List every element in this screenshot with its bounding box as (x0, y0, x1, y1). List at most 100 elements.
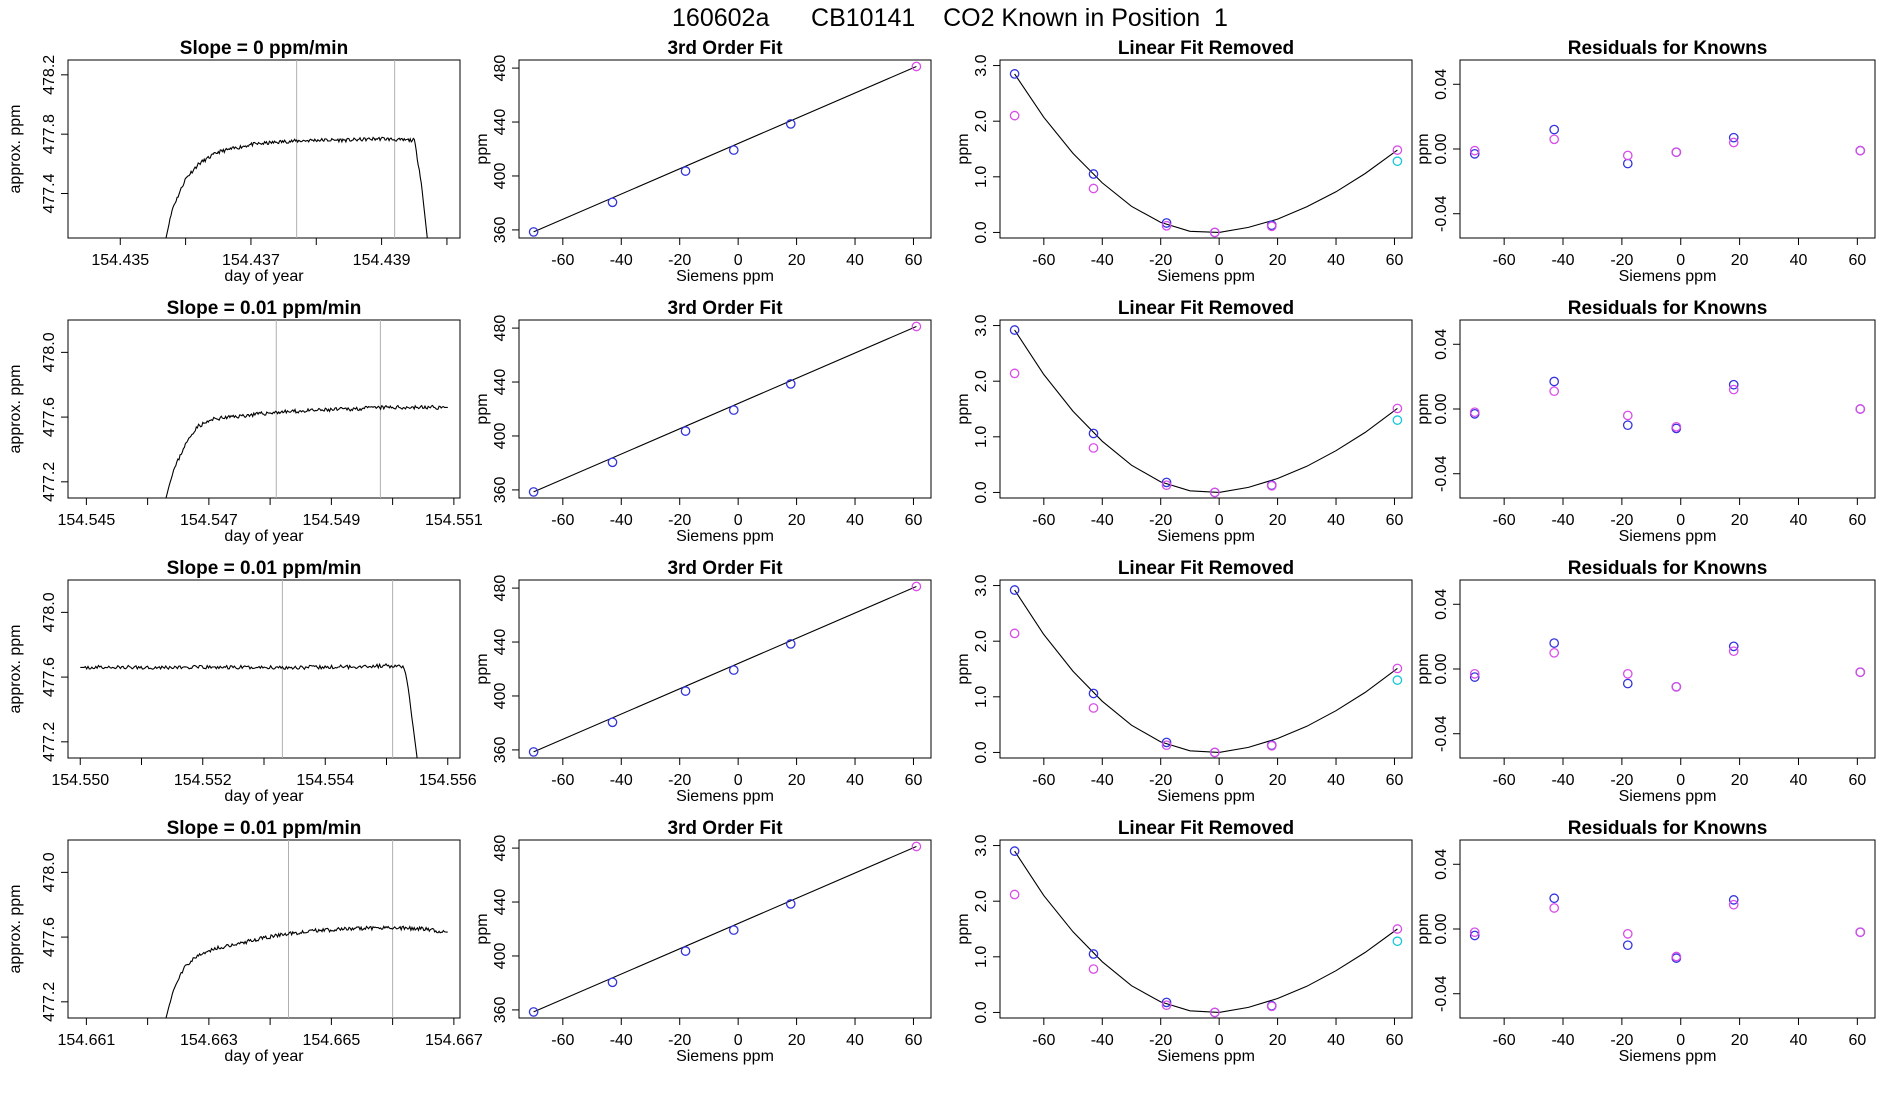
x-tick-label: 0 (1215, 1032, 1224, 1049)
panel-1-2: 3rd Order Fit -60 -40 -20 0 20 40 60 360 400 440 48… (474, 38, 932, 285)
data-point-blue (1009, 585, 1020, 595)
x-tick-label: 60 (1848, 512, 1866, 529)
panel-2-1: Slope = 0.01 ppm/min 154.545 154.547 154.54… (7, 298, 483, 545)
y-tick-label: -0.04 (1433, 975, 1450, 1012)
x-tick-label: -60 (1032, 252, 1055, 269)
y-tick-label: 478.0 (41, 592, 58, 632)
y-tick-label: 0.00 (1433, 133, 1450, 164)
x-tick-label: -40 (1551, 1032, 1574, 1049)
y-tick-label: 440 (492, 889, 509, 916)
data-point-blue (1549, 124, 1560, 135)
x-tick-label: -60 (551, 772, 574, 789)
data-point-magenta (1549, 134, 1560, 145)
data-point-magenta (1671, 421, 1682, 432)
panel-3-2: 3rd Order Fit -60 -40 -20 0 20 40 60 360 400 440 48… (474, 558, 932, 805)
x-tick-label: 154.551 (425, 512, 483, 529)
plot-frame (999, 59, 1413, 239)
y-tick-label: 478.0 (41, 852, 58, 892)
y-axis-label: ppm (1415, 393, 1432, 424)
x-tick-label: 154.665 (302, 1032, 360, 1049)
y-tick-label: 1.0 (973, 686, 990, 708)
fit-curve (1014, 589, 1398, 753)
y-tick-label: 480 (492, 835, 509, 862)
x-tick-label: 20 (1731, 512, 1749, 529)
x-tick-label: 0 (1215, 512, 1224, 529)
data-trace (165, 136, 428, 238)
x-tick-label: 154.663 (180, 1032, 238, 1049)
plot-frame (67, 319, 461, 499)
y-tick-label: 360 (492, 476, 509, 503)
x-tick-label: 154.667 (425, 1032, 483, 1049)
x-tick-label: 20 (788, 772, 806, 789)
data-point-cyan (1392, 675, 1403, 685)
y-tick-label: 400 (492, 423, 509, 450)
data-point-magenta (1088, 964, 1099, 974)
data-point-magenta (1469, 145, 1480, 156)
panel-1-1: Slope = 0 ppm/min 154.435 154.437 154.439 47… (7, 38, 461, 285)
y-tick-label: 360 (492, 736, 509, 763)
data-point-magenta (1209, 747, 1220, 758)
x-tick-label: -40 (610, 1032, 633, 1049)
x-tick-label: 154.661 (57, 1032, 115, 1049)
y-tick-label: 3.0 (973, 574, 990, 596)
x-tick-label: 60 (1848, 252, 1866, 269)
x-axis-label: Siemens ppm (1619, 528, 1717, 545)
y-tick-label: 0.0 (973, 221, 990, 243)
figure-title: 160602a CB10141 CO2 Known in Position 1 (672, 4, 1228, 32)
data-point-magenta (1469, 927, 1480, 938)
data-point-cyan (1392, 156, 1403, 167)
data-point-blue (1549, 376, 1560, 387)
panel-title: 3rd Order Fit (667, 818, 783, 839)
data-point-blue (1469, 930, 1480, 941)
y-tick-label: 400 (492, 683, 509, 710)
data-point-blue (1469, 149, 1480, 159)
y-tick-label: 477.6 (41, 917, 58, 957)
x-tick-label: -20 (1610, 772, 1633, 789)
data-point-blue (1161, 737, 1172, 748)
x-tick-label: 0 (1676, 512, 1685, 529)
data-point-magenta (1009, 110, 1020, 121)
data-point-magenta (1009, 628, 1020, 639)
plot-frame (518, 59, 932, 239)
data-point-blue (1622, 158, 1633, 169)
y-tick-label: 0.0 (973, 481, 990, 503)
data-point-blue (1088, 169, 1099, 179)
data-point-magenta (1728, 384, 1739, 395)
data-point-magenta (1161, 740, 1172, 751)
y-axis-label: ppm (955, 393, 972, 424)
plot-frame (518, 579, 932, 759)
data-point-magenta (1855, 927, 1866, 938)
y-axis-label: ppm (1415, 913, 1432, 944)
plot-frame (1459, 579, 1876, 759)
x-tick-label: 40 (1790, 1032, 1808, 1049)
y-tick-label: 1.0 (973, 166, 990, 188)
x-tick-label: 60 (905, 512, 923, 529)
plot-frame (999, 319, 1413, 499)
data-point (728, 925, 739, 935)
x-tick-label: 40 (1790, 512, 1808, 529)
panel-title: Residuals for Knowns (1568, 818, 1768, 839)
x-tick-label: -20 (1610, 512, 1633, 529)
data-point-blue (1728, 379, 1739, 390)
plot-frame (67, 839, 461, 1019)
data-point-blue (1728, 641, 1739, 652)
x-tick-label: -20 (668, 252, 691, 269)
x-tick-label: 40 (1327, 1032, 1345, 1049)
data-point-cyan (1392, 936, 1403, 947)
x-tick-label: 20 (1731, 772, 1749, 789)
y-tick-label: -0.04 (1433, 455, 1450, 492)
plot-frame (518, 839, 932, 1019)
y-tick-label: -0.04 (1433, 195, 1450, 232)
x-axis-label: Siemens ppm (676, 1048, 774, 1065)
data-trace (165, 404, 448, 498)
panel-title: Residuals for Knowns (1568, 298, 1768, 319)
x-axis-label: Siemens ppm (1619, 268, 1717, 285)
data-point (528, 747, 539, 757)
x-axis-label: Siemens ppm (676, 788, 774, 805)
x-tick-label: 154.552 (174, 772, 232, 789)
y-tick-label: 3.0 (973, 834, 990, 856)
plot-frame (518, 319, 932, 499)
data-point-magenta (1009, 889, 1020, 900)
x-tick-label: 0 (1676, 1032, 1685, 1049)
